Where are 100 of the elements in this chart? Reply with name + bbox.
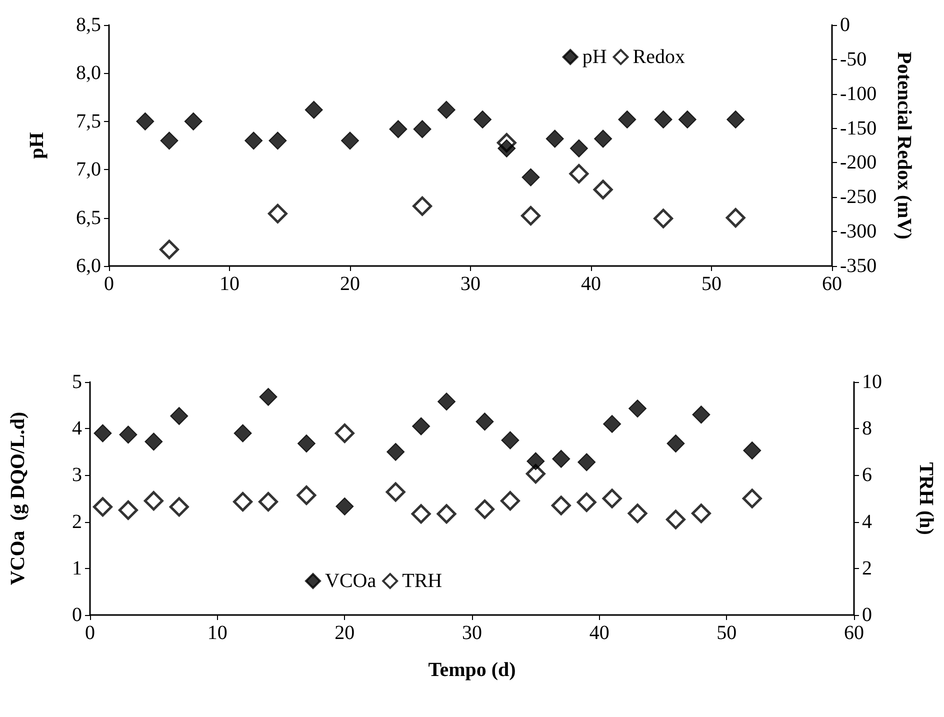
point [169, 497, 189, 517]
x-tick-label: 60 [844, 622, 864, 644]
point [546, 130, 564, 148]
point [92, 497, 112, 517]
x-tick-label: 20 [340, 273, 360, 295]
point [570, 139, 588, 158]
point [258, 492, 278, 512]
y-tick-label: 7,0 [76, 158, 101, 181]
point [726, 110, 745, 128]
y2-tick-label: 10 [862, 371, 882, 393]
point [526, 464, 546, 484]
point [501, 431, 520, 450]
y-tick-label: 8,0 [76, 62, 101, 84]
point [743, 442, 762, 460]
point [334, 424, 354, 444]
y-tick-label: 3 [72, 464, 82, 486]
point [144, 491, 164, 511]
point [413, 120, 432, 138]
point [569, 164, 589, 184]
point [654, 110, 672, 128]
point [593, 180, 613, 200]
y-tick-label: 5 [72, 371, 82, 393]
y-tick-label: 0 [72, 604, 82, 626]
y-tick-label: 1 [72, 557, 82, 580]
point [160, 240, 179, 260]
point [389, 120, 408, 138]
point [678, 110, 696, 128]
point [341, 132, 359, 150]
y2-tick-label: -100 [840, 82, 877, 105]
point [268, 204, 288, 224]
point [576, 492, 596, 512]
y2-tick-label: 2 [862, 557, 872, 580]
point [726, 208, 746, 228]
legend-label: Redox [632, 46, 685, 68]
point [498, 139, 516, 158]
y2-tick-label: 6 [862, 464, 872, 486]
point [521, 206, 540, 226]
x-axis-title: Tempo (d) [428, 659, 516, 681]
point [742, 488, 762, 508]
y-tick-label: 6,0 [76, 255, 101, 277]
point [297, 434, 316, 453]
point [628, 504, 648, 524]
point [476, 412, 494, 431]
point [386, 482, 406, 502]
point [602, 488, 622, 508]
point [412, 417, 430, 436]
y-tick-label: 7,5 [76, 110, 101, 132]
point [160, 132, 178, 150]
legend-label: pH [582, 46, 607, 68]
y2-tick-label: 0 [840, 14, 850, 36]
y-tick-label: 8,5 [76, 14, 101, 36]
point [594, 130, 612, 148]
point [603, 414, 622, 433]
x-tick-label: 50 [702, 273, 722, 295]
y2-tick-label: -200 [840, 152, 877, 174]
y2-tick-label: -350 [840, 255, 877, 277]
point [411, 504, 431, 524]
x-tick-label: 10 [220, 273, 240, 295]
point [666, 510, 686, 530]
point [474, 110, 492, 128]
x-tick-label: 60 [822, 273, 842, 295]
point [170, 407, 188, 426]
y2-tick-label: -250 [840, 186, 877, 208]
point [628, 400, 647, 418]
y2-tick-label: -300 [840, 220, 877, 243]
point [94, 424, 112, 442]
point [691, 504, 711, 524]
x-tick-label: 20 [334, 622, 355, 644]
point [268, 132, 287, 150]
point [438, 392, 456, 411]
y2-tick-label: -150 [840, 117, 877, 140]
y2-tick-label: -50 [840, 48, 867, 70]
point [296, 485, 316, 505]
point [259, 388, 278, 406]
point [654, 208, 674, 228]
x-tick-label: 10 [207, 622, 228, 644]
point [618, 110, 636, 128]
point [304, 100, 323, 119]
point [551, 496, 571, 516]
point [552, 450, 570, 468]
point [234, 424, 252, 442]
point [144, 432, 163, 451]
y2-tick-label: 4 [862, 510, 872, 533]
point [474, 499, 494, 519]
point [526, 452, 545, 470]
point [500, 491, 520, 511]
y-axis-title: VCOa (g DQO/L.d) [7, 412, 29, 586]
y2-axis-title: Potencial Redox (mV) [893, 52, 915, 240]
y2-axis-title: TRH (h) [915, 462, 937, 535]
point [136, 112, 154, 130]
x-tick-label: 30 [460, 273, 480, 295]
point [666, 434, 685, 453]
point [436, 504, 456, 524]
point [522, 168, 540, 186]
x-tick-label: 30 [462, 622, 482, 644]
point [437, 100, 456, 119]
point [336, 497, 354, 516]
x-tick-label: 40 [589, 622, 610, 644]
y-tick-label: 2 [72, 510, 82, 533]
x-tick-label: 50 [716, 622, 737, 644]
